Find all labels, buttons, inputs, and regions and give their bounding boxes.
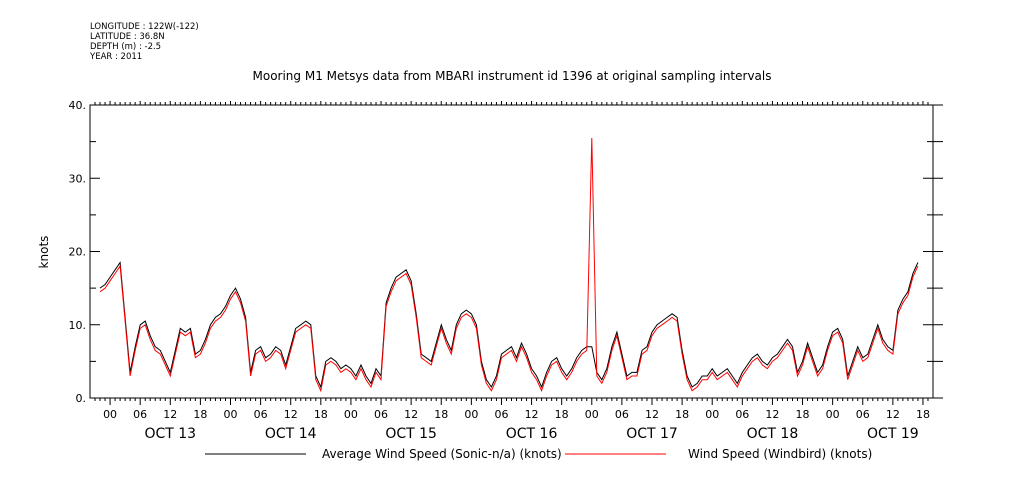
x-hour-label: 00 bbox=[344, 408, 358, 421]
year-label: YEAR : 2011 bbox=[90, 52, 143, 62]
average-wind-speed-line bbox=[99, 261, 919, 389]
y-tick-label: 0. bbox=[76, 392, 87, 405]
longitude-label: LONGITUDE : 122W(-122) bbox=[90, 22, 199, 32]
x-hour-label: 06 bbox=[494, 408, 508, 421]
legend-label-windbird: Wind Speed (Windbird) (knots) bbox=[688, 447, 872, 461]
x-day-label: OCT 17 bbox=[626, 426, 678, 442]
x-day-label: OCT 18 bbox=[747, 426, 799, 442]
x-hour-label: 06 bbox=[133, 408, 147, 421]
y-axis-label: knots bbox=[37, 236, 51, 269]
x-day-label: OCT 14 bbox=[265, 426, 317, 442]
x-hour-label: 06 bbox=[615, 408, 629, 421]
x-hour-label: 12 bbox=[765, 408, 779, 421]
x-hour-label: 00 bbox=[103, 408, 117, 421]
legend: Average Wind Speed (Sonic-n/a) (knots) Wi… bbox=[205, 447, 872, 461]
x-hour-label: 00 bbox=[585, 408, 599, 421]
x-axis-ticks: 00 06 12 18 00 06 12 18 00 06 12 18 00 06 12 18 00 06 12 18… bbox=[94, 101, 930, 442]
x-hour-label: 00 bbox=[464, 408, 478, 421]
x-hour-label: 06 bbox=[735, 408, 749, 421]
x-hour-label: 18 bbox=[555, 408, 569, 421]
y-tick-label: 10. bbox=[69, 319, 87, 332]
mooring-metadata: LONGITUDE : 122W(-122) LATITUDE : 36.8N … bbox=[90, 22, 199, 62]
x-hour-label: 12 bbox=[404, 408, 418, 421]
x-hour-label: 12 bbox=[284, 408, 298, 421]
x-hour-label: 00 bbox=[826, 408, 840, 421]
plot-frame bbox=[89, 104, 934, 399]
x-hour-label: 06 bbox=[254, 408, 268, 421]
x-day-label: OCT 13 bbox=[144, 426, 196, 442]
legend-label-average: Average Wind Speed (Sonic-n/a) (knots) bbox=[322, 447, 562, 461]
y-tick-label: 40. bbox=[69, 99, 87, 112]
depth-label: DEPTH (m) : -2.5 bbox=[90, 42, 162, 52]
x-day-label: OCT 19 bbox=[867, 426, 919, 442]
y-tick-label: 30. bbox=[69, 172, 87, 185]
x-day-label: OCT 16 bbox=[506, 426, 558, 442]
windbird-wind-speed-line bbox=[99, 137, 919, 393]
chart-title: Mooring M1 Metsys data from MBARI instru… bbox=[253, 69, 772, 83]
y-tick-label: 20. bbox=[69, 246, 87, 259]
x-day-label: OCT 15 bbox=[385, 426, 437, 442]
x-hour-label: 18 bbox=[193, 408, 207, 421]
x-hour-label: 12 bbox=[525, 408, 539, 421]
latitude-label: LATITUDE : 36.8N bbox=[90, 32, 165, 42]
x-hour-label: 18 bbox=[434, 408, 448, 421]
x-hour-label: 00 bbox=[705, 408, 719, 421]
x-hour-label: 06 bbox=[374, 408, 388, 421]
x-hour-label: 18 bbox=[916, 408, 930, 421]
x-hour-label: 06 bbox=[856, 408, 870, 421]
x-hour-label: 12 bbox=[645, 408, 659, 421]
series-layer bbox=[99, 137, 919, 393]
x-hour-label: 18 bbox=[796, 408, 810, 421]
x-hour-label: 18 bbox=[314, 408, 328, 421]
x-hour-label: 18 bbox=[675, 408, 689, 421]
x-hour-label: 12 bbox=[886, 408, 900, 421]
x-hour-label: 12 bbox=[163, 408, 177, 421]
x-hour-label: 00 bbox=[224, 408, 238, 421]
y-axis-ticks: 0. 10. 20. 30. 40. bbox=[69, 99, 943, 405]
